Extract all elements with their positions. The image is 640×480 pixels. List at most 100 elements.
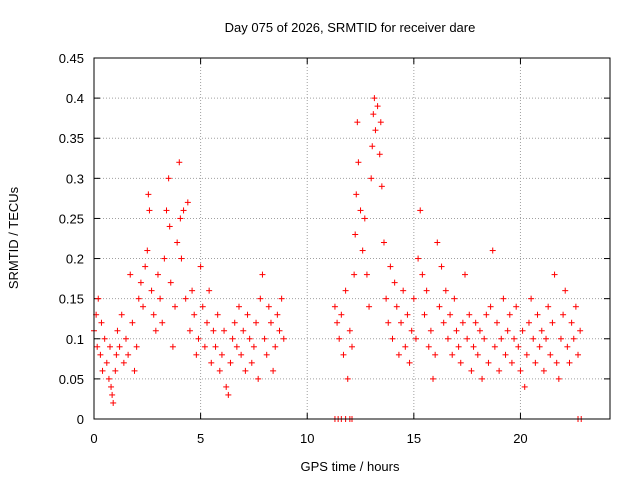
data-point-marker (235, 303, 242, 310)
data-point-marker (444, 335, 451, 342)
data-point-marker (340, 351, 347, 358)
data-point-marker (201, 343, 208, 350)
data-point-marker (204, 319, 211, 326)
x-tick-label: 5 (197, 431, 204, 446)
y-tick-label: 0.05 (59, 372, 84, 387)
data-point-marker (387, 263, 394, 270)
data-point-marker (114, 327, 121, 334)
x-tick-label: 10 (300, 431, 314, 446)
data-point-marker (415, 255, 422, 262)
data-point-marker (331, 303, 338, 310)
data-point-marker (455, 343, 462, 350)
data-point-marker (140, 303, 147, 310)
y-tick-label: 0 (77, 412, 84, 427)
data-point-marker (169, 343, 176, 350)
data-point-marker (530, 335, 537, 342)
data-point-marker (212, 343, 219, 350)
data-point-marker (504, 327, 511, 334)
data-point-marker (253, 319, 260, 326)
data-point-marker (165, 175, 172, 182)
data-point-marker (276, 327, 283, 334)
data-point-marker (369, 143, 376, 150)
data-point-marker (178, 255, 185, 262)
data-point-marker (496, 367, 503, 374)
data-point-marker (500, 295, 507, 302)
data-point-marker (259, 271, 266, 278)
data-point-marker (425, 343, 432, 350)
data-point-marker (255, 375, 262, 382)
data-point-marker (172, 303, 179, 310)
data-point-marker (577, 327, 584, 334)
data-point-marker (344, 375, 351, 382)
data-point-marker (432, 351, 439, 358)
y-tick-label: 0.45 (59, 51, 84, 66)
data-point-marker (427, 327, 434, 334)
data-point-marker (157, 295, 164, 302)
data-point-marker (457, 359, 464, 366)
data-point-marker (193, 351, 200, 358)
data-point-marker (142, 263, 149, 270)
data-point-marker (229, 335, 236, 342)
data-point-marker (438, 263, 445, 270)
data-point-marker (135, 295, 142, 302)
data-point-marker (352, 231, 359, 238)
data-point-marker (191, 311, 198, 318)
data-point-marker (242, 367, 249, 374)
data-point-marker (470, 343, 477, 350)
data-point-marker (265, 303, 272, 310)
data-point-marker (186, 327, 193, 334)
data-point-marker (419, 271, 426, 278)
data-point-marker (263, 351, 270, 358)
data-point-marker (464, 335, 471, 342)
data-point-marker (513, 303, 520, 310)
data-point-marker (380, 239, 387, 246)
data-point-marker (152, 327, 159, 334)
data-point-marker (231, 319, 238, 326)
data-point-marker (502, 351, 509, 358)
data-point-marker (108, 383, 115, 390)
data-points (91, 95, 585, 422)
data-point-marker (491, 343, 498, 350)
data-point-marker (270, 367, 277, 374)
data-point-marker (545, 303, 552, 310)
data-point-marker (523, 351, 530, 358)
data-point-marker (98, 319, 105, 326)
data-point-marker (560, 311, 567, 318)
data-point-marker (240, 327, 247, 334)
data-point-marker (528, 295, 535, 302)
grid-lines (94, 58, 610, 419)
data-point-marker (474, 351, 481, 358)
data-point-marker (116, 343, 123, 350)
data-point-marker (511, 335, 518, 342)
axis-ticks: 0 5 10 15 20 0 0.05 0.1 0.15 0.2 0.25 0.3 0.35 0.4 0.4… (59, 51, 610, 446)
data-point-marker (246, 335, 253, 342)
data-point-marker (370, 111, 377, 118)
data-point-marker (476, 327, 483, 334)
data-point-marker (355, 159, 362, 166)
data-point-marker (133, 343, 140, 350)
data-point-marker (189, 287, 196, 294)
data-point-marker (101, 335, 108, 342)
data-point-marker (404, 311, 411, 318)
data-point-marker (199, 303, 206, 310)
data-point-marker (421, 311, 428, 318)
data-point-marker (417, 207, 424, 214)
data-point-marker (553, 359, 560, 366)
data-point-marker (357, 207, 364, 214)
data-point-marker (532, 359, 539, 366)
data-point-marker (493, 319, 500, 326)
x-tick-label: 15 (407, 431, 421, 446)
data-point-marker (519, 327, 526, 334)
data-point-marker (225, 391, 232, 398)
data-point-marker (109, 391, 116, 398)
data-point-marker (97, 351, 104, 358)
data-point-marker (487, 303, 494, 310)
data-point-marker (555, 375, 562, 382)
data-point-marker (525, 319, 532, 326)
data-point-marker (216, 367, 223, 374)
data-point-marker (372, 127, 379, 134)
data-point-marker (334, 319, 341, 326)
data-point-marker (434, 239, 441, 246)
y-tick-label: 0.3 (66, 171, 84, 186)
data-point-marker (349, 343, 355, 350)
